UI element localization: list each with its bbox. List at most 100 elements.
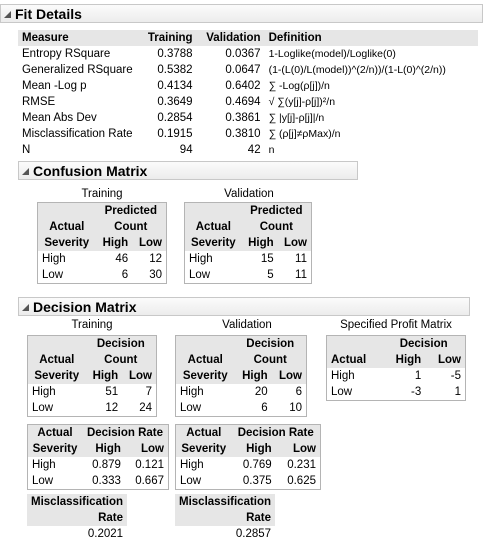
row-label: High — [42, 253, 66, 265]
header-blank — [27, 335, 86, 352]
training-value: 0.5382 — [157, 64, 193, 76]
row-group: Actual — [175, 424, 232, 441]
table-row: Misclassification Rate 0.1915 0.3810 ∑ (ρ[j… — [18, 126, 478, 142]
disclosure-icon — [22, 168, 29, 175]
table-row: RMSE 0.3649 0.4694 √ ∑(y[j]-ρ[j])²/n — [18, 94, 478, 110]
validation-value: 0.0647 — [225, 64, 261, 76]
outline-header: Fit Details — [0, 4, 483, 23]
table-row: High 51 7 — [28, 384, 157, 400]
cell-value: -3 — [410, 386, 422, 398]
column-header: High — [95, 235, 133, 251]
cell-value: 0.769 — [242, 459, 272, 471]
table-row: High 15 11 — [185, 251, 312, 267]
validation-value: 0.6402 — [225, 80, 261, 92]
outline-header: Confusion Matrix — [18, 161, 358, 180]
training-value: 0.1915 — [157, 128, 193, 140]
table: Actual Decision Rate Severity High Low High 0.… — [27, 424, 169, 490]
table-row: Low -3 1 — [327, 384, 466, 401]
header-row: Predicted — [37, 202, 167, 219]
disclosure-icon — [4, 11, 11, 18]
header-row: Actual Decision Rate — [175, 424, 321, 441]
section-title: Confusion Matrix — [33, 163, 148, 179]
definition: n — [268, 144, 275, 156]
training-value: 0.3649 — [157, 96, 193, 108]
measure: Mean -Log p — [22, 80, 87, 92]
cell-value: 0.667 — [135, 475, 164, 487]
header-row: Measure Training Validation Definition — [18, 30, 478, 46]
header-row: Severity High Low — [175, 441, 321, 457]
table-label: Specified Profit Matrix — [340, 319, 452, 331]
table-label: Validation — [222, 319, 272, 331]
column-header: Severity — [37, 235, 96, 251]
cell-value: 12 — [149, 253, 162, 265]
cell-value: 51 — [105, 386, 119, 398]
header-blank — [175, 335, 235, 352]
header-row: Actual Decision Rate — [27, 424, 169, 441]
table-row: Low 6 30 — [38, 267, 167, 284]
validation-value: 0.0367 — [225, 48, 261, 60]
header-row: Severity High Low — [27, 441, 169, 457]
column-header: Severity — [27, 368, 86, 384]
row-label: Low — [42, 269, 64, 281]
column-header: Low — [132, 235, 167, 251]
table: Misclassification Rate 0.2857 — [175, 494, 276, 542]
header-row: Actual Count — [175, 352, 307, 368]
column-header: Low — [122, 368, 157, 384]
cell-value: 24 — [139, 402, 152, 414]
column-header: Severity — [27, 441, 82, 457]
cell-value: 7 — [145, 386, 152, 398]
section-title: Decision Matrix — [33, 299, 137, 315]
column-header: Validation — [196, 30, 265, 46]
cell-value: 0.625 — [287, 475, 316, 487]
column-group: Decision — [382, 335, 466, 352]
header-row: Actual Count — [184, 219, 312, 235]
table: Decision Actual High Low High 1 -5 Low -3 1 — [326, 335, 466, 401]
header-row: Severity High Low — [184, 235, 312, 251]
header-row: Severity High Low — [27, 368, 157, 384]
row-group: Actual — [184, 219, 242, 235]
cell-value: -5 — [450, 370, 461, 382]
cell-value: 0.375 — [242, 475, 272, 487]
column-header: Actual — [326, 352, 383, 368]
measure: Mean Abs Dev — [22, 112, 97, 124]
row-label: Low — [180, 402, 202, 414]
table-label: Training — [81, 188, 123, 200]
cell-value: 20 — [254, 386, 268, 398]
table: Decision Actual Count Severity High Low High 20… — [175, 335, 307, 417]
column-header: Training — [136, 30, 197, 46]
table: Predicted Actual Count Severity High Low High 4… — [37, 202, 167, 284]
validation-value: 0.4694 — [225, 96, 261, 108]
table: Misclassification Rate 0.2021 — [27, 494, 128, 542]
column-header: Misclassification Rate — [27, 494, 128, 526]
validation-value: 0.3861 — [225, 112, 261, 124]
table-row: Generalized RSquare 0.5382 0.0647 (1-(L(0)/… — [18, 62, 478, 78]
disclosure-icon — [22, 304, 29, 311]
table-row: High 1 -5 — [327, 368, 466, 384]
row-group: Actual — [27, 352, 86, 368]
validation-value: 42 — [247, 144, 261, 156]
cell-value: 5 — [267, 269, 274, 281]
table: Decision Actual Count Severity High Low High 51… — [27, 335, 157, 417]
column-header: Low — [271, 368, 307, 384]
row-label: Low — [32, 402, 54, 414]
column-header: High — [231, 441, 276, 457]
column-header: Low — [124, 441, 169, 457]
row-group: Actual — [37, 219, 96, 235]
definition: (1-(L(0)/L(model))^(2/n))/(1-L(0)^(2/n)) — [268, 64, 446, 76]
measure: Misclassification Rate — [22, 128, 133, 140]
training-value: 0.2854 — [157, 112, 193, 124]
table: Measure Training Validation Definition Entro… — [18, 30, 478, 158]
table-row: Mean Abs Dev 0.2854 0.3861 ∑ |y[j]-ρ[j]|/n — [18, 110, 478, 126]
column-header: High — [234, 368, 272, 384]
row-label: Low — [180, 475, 202, 487]
measure: N — [22, 144, 31, 156]
cell-value: 1 — [414, 370, 422, 382]
column-header: Low — [277, 235, 312, 251]
column-header: Low — [425, 352, 466, 368]
row-label: High — [331, 370, 355, 382]
column-header: Misclassification Rate — [175, 494, 276, 526]
cell-value: 1 — [454, 386, 461, 398]
column-header: High — [81, 441, 125, 457]
cell-value: 0.879 — [92, 459, 121, 471]
